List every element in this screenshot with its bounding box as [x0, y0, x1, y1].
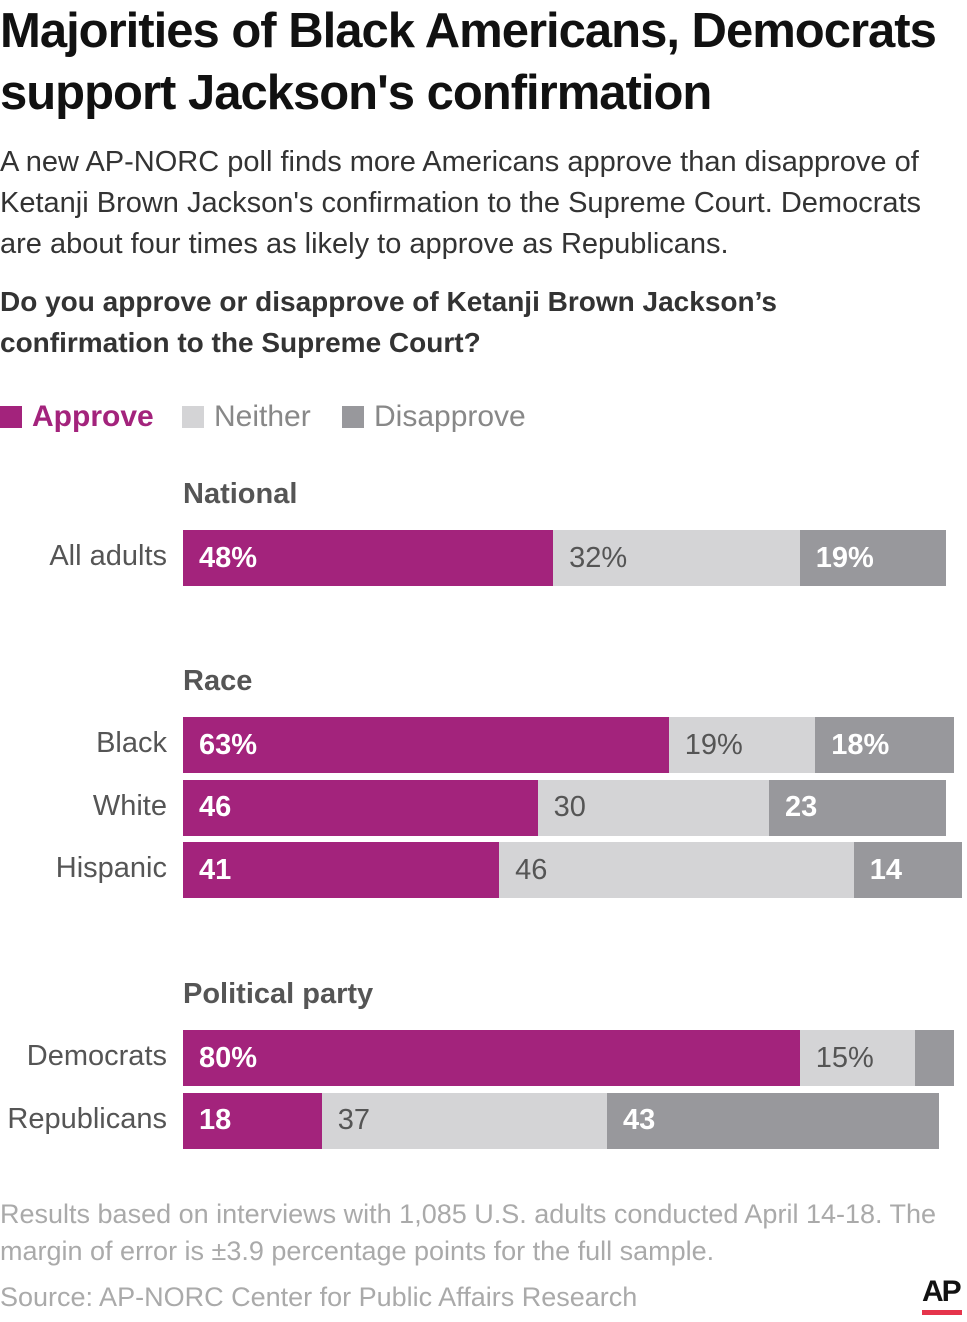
row-label: Black — [96, 727, 167, 759]
legend-swatch-neither — [182, 406, 204, 428]
legend-label-neither: Neither — [214, 400, 311, 433]
legend-swatch-disapprove — [342, 406, 364, 428]
bar-neither: 46 — [499, 842, 854, 898]
bar-disapprove: 23 — [768, 779, 947, 836]
bar-disapprove: 18% — [815, 717, 954, 773]
bar-approve: 18 — [183, 1092, 322, 1149]
legend-neither: Neither — [182, 400, 311, 434]
bar-disapprove: 14 — [853, 842, 962, 898]
group-header: Race — [183, 665, 253, 697]
bar-neither: 15% — [799, 1030, 916, 1086]
bar-disapprove: 43 — [607, 1092, 939, 1149]
row-label: Hispanic — [55, 852, 167, 884]
legend-swatch-approve — [0, 406, 22, 428]
legend-label-disapprove: Disapprove — [374, 400, 526, 433]
bar-disapprove: 19% — [799, 530, 947, 586]
group-header: Political party — [183, 978, 374, 1010]
question: Do you approve or disapprove of Ketanji … — [0, 286, 777, 358]
footnote: Results based on interviews with 1,085 U… — [0, 1199, 937, 1266]
chart-title: Majorities of Black Americans, Democrats… — [0, 4, 937, 120]
row-label: Democrats — [26, 1040, 167, 1072]
bar-neither: 19% — [668, 717, 816, 773]
bar-neither: 30 — [537, 779, 769, 836]
ap-logo-bar — [922, 1310, 962, 1315]
chart-subtitle: A new AP-NORC poll finds more Americans … — [0, 146, 922, 260]
bar-disapprove — [915, 1030, 954, 1086]
row-label: White — [92, 789, 167, 822]
ap-logo: AP — [922, 1275, 962, 1308]
row-label: All adults — [49, 540, 167, 572]
bar-approve: 46 — [183, 779, 538, 836]
bar-neither: 37 — [321, 1092, 608, 1149]
legend-label-approve: Approve — [32, 400, 154, 433]
source: Source: AP-NORC Center for Public Affair… — [0, 1282, 638, 1312]
legend-approve: Approve — [0, 400, 154, 434]
bar-neither: 32% — [553, 530, 800, 586]
bar-approve: 41 — [183, 842, 500, 898]
bar-approve: 63% — [183, 717, 669, 773]
group-header: National — [183, 478, 298, 510]
row-label: Republicans — [7, 1102, 167, 1135]
bar-approve: 48% — [183, 530, 554, 586]
legend-disapprove: Disapprove — [342, 400, 526, 434]
bar-approve: 80% — [183, 1030, 800, 1086]
